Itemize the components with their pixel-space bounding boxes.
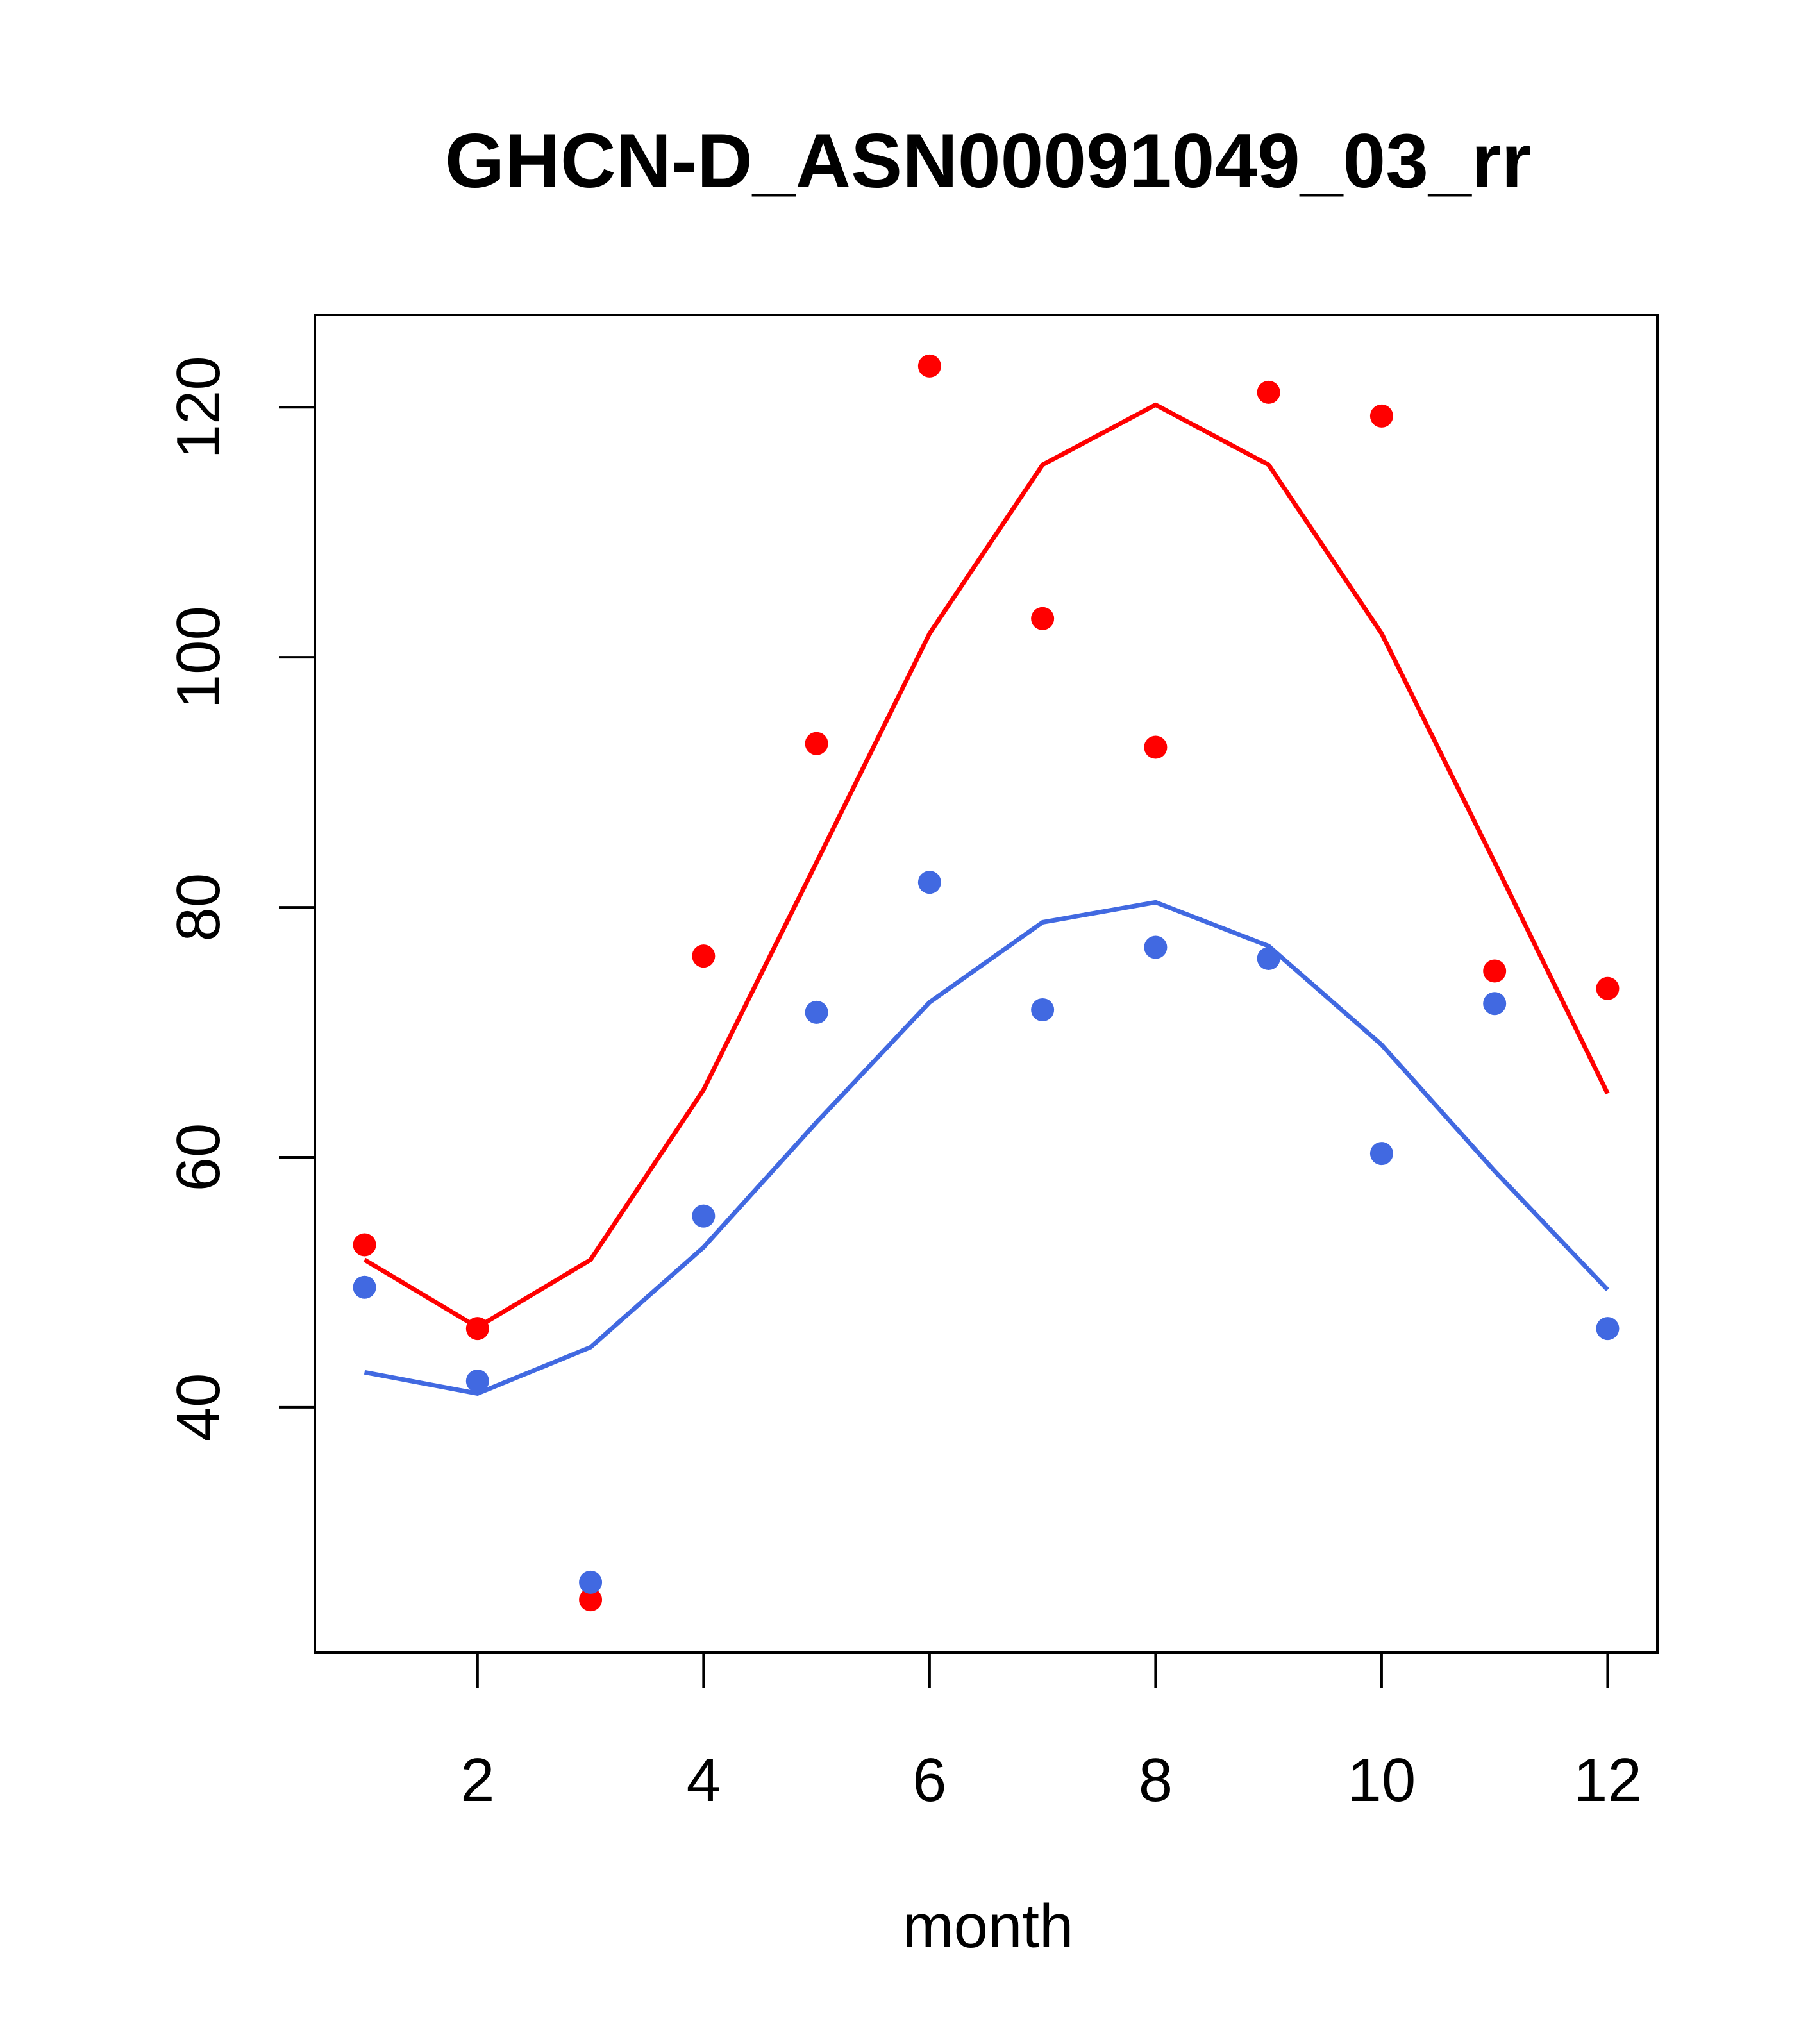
red-points-point [353, 1233, 376, 1257]
red-points-point [1257, 380, 1280, 404]
blue-points-point [1031, 998, 1055, 1021]
blue-points-point [465, 1369, 489, 1393]
chart-title: GHCN-D_ASN00091049_03_rr [445, 118, 1531, 204]
x-tick-label: 6 [912, 1746, 946, 1814]
x-tick-label: 12 [1573, 1746, 1642, 1814]
y-tick-label: 100 [164, 606, 233, 708]
blue-points-point [917, 871, 941, 894]
y-axis: 40 60 80 100 120 [164, 356, 316, 1442]
red-points-point [579, 1588, 603, 1612]
blue-points-point [692, 1204, 716, 1228]
x-tick-label: 4 [687, 1746, 721, 1814]
red-points-point [1483, 959, 1507, 983]
red-points-point [805, 732, 828, 755]
series-points [353, 354, 1620, 1612]
x-axis: 2 4 6 8 10 12 [460, 1651, 1642, 1814]
y-tick-label: 80 [164, 873, 233, 942]
x-tick-label: 10 [1348, 1746, 1416, 1814]
red-points-point [1144, 735, 1168, 759]
x-tick-label: 2 [460, 1746, 494, 1814]
red-points-point [1031, 607, 1055, 630]
red-points-point [692, 944, 716, 968]
blue-points-point [353, 1275, 376, 1299]
blue-line-series [364, 900, 1609, 1396]
red-points-point [1369, 404, 1393, 428]
x-tick-label: 8 [1139, 1746, 1173, 1814]
blue-points-point [1483, 992, 1507, 1016]
series-lines [363, 402, 1610, 1396]
red-points-point [1596, 976, 1620, 1000]
blue-points-point [579, 1570, 603, 1594]
blue-points-point [1596, 1317, 1620, 1341]
blue-points-point [1369, 1142, 1393, 1166]
y-tick-label: 40 [164, 1373, 233, 1442]
red-line-series [363, 402, 1610, 1330]
blue-points-point [1257, 947, 1280, 971]
y-tick-label: 60 [164, 1123, 233, 1192]
plot-frame [314, 314, 1659, 1654]
x-axis-label: month [903, 1892, 1074, 1961]
red-points-point [917, 354, 941, 378]
red-points-point [465, 1317, 489, 1341]
blue-points-point [805, 1000, 828, 1024]
blue-points-point [1144, 935, 1168, 959]
y-tick-label: 120 [164, 356, 233, 458]
